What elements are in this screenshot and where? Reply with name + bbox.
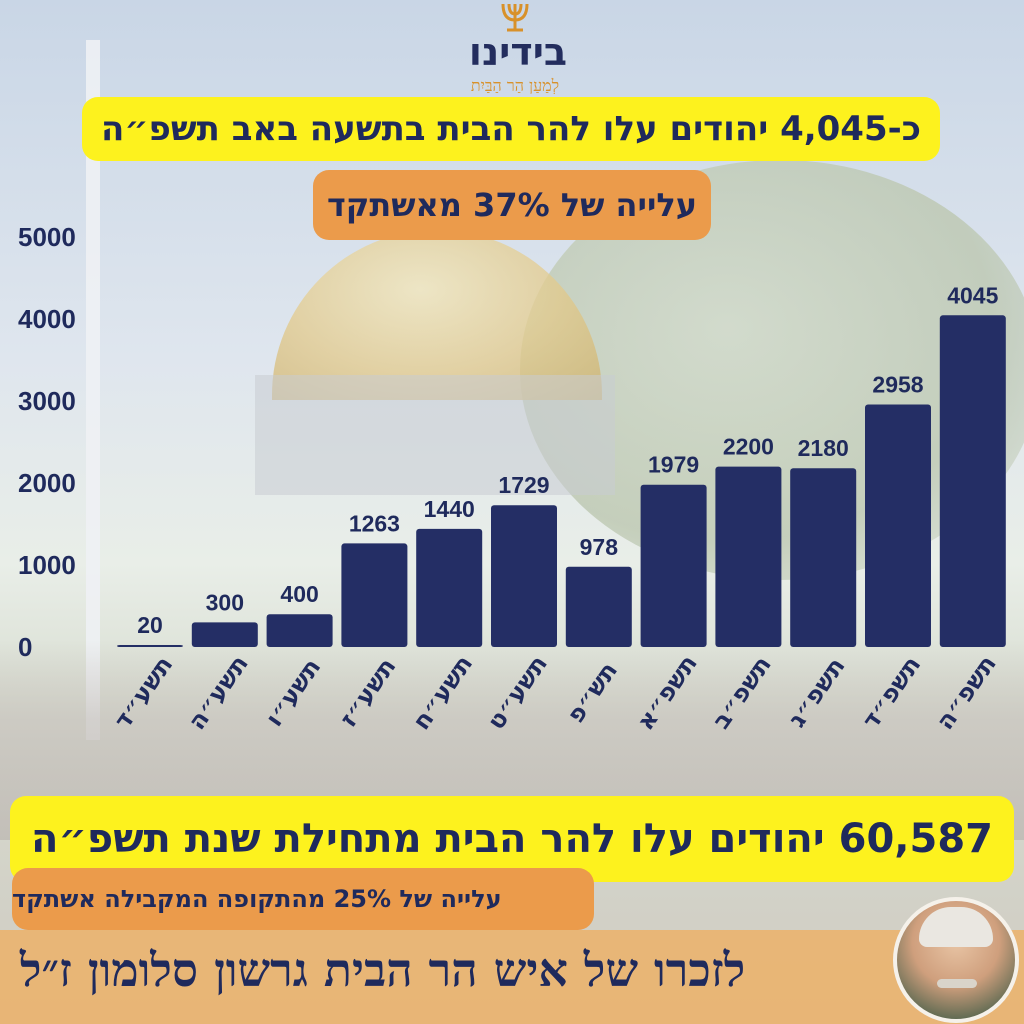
x-tick-label: תשפ״ג <box>783 652 851 732</box>
background-lamp-pole <box>86 40 100 740</box>
logo-tagline: לְמַעַן הַר הַבַּיִת <box>470 76 560 95</box>
x-tick-label: תשפ״ה <box>931 650 1002 735</box>
y-tick-label: 1000 <box>18 550 76 580</box>
logo: בידינו לְמַעַן הַר הַבַּיִת <box>430 0 600 100</box>
x-tick-label: תשע״ט <box>482 650 553 735</box>
bar <box>266 614 333 647</box>
bar-value-label: 2180 <box>798 435 849 461</box>
bar <box>790 468 857 647</box>
bar <box>117 645 183 647</box>
total-headline: 60,587 יהודים עלו להר הבית מתחילת שנת תש… <box>10 796 1014 882</box>
bar-value-label: 300 <box>206 589 244 615</box>
portrait-mustache <box>937 979 977 988</box>
bar-value-label: 2958 <box>872 371 923 397</box>
y-tick-label: 4000 <box>18 304 76 334</box>
menorah-icon <box>501 3 529 32</box>
bar-value-label: 1729 <box>498 472 549 498</box>
subheadline: עלייה של 37% מאשתקד <box>313 170 711 240</box>
x-tick-label: תשע״ח <box>407 650 478 735</box>
bar-value-label: 4045 <box>947 282 998 308</box>
x-tick-label: תשפ״א <box>631 650 703 736</box>
bar <box>416 528 483 647</box>
bar-value-label: 1979 <box>648 452 699 478</box>
bar <box>491 505 557 647</box>
portrait-photo <box>893 897 1019 1023</box>
x-tick-label: תשע״ד <box>109 651 179 734</box>
bar <box>865 404 931 647</box>
bottom-band <box>0 930 1024 1024</box>
bar <box>191 622 258 647</box>
bar <box>341 543 408 647</box>
memorial-text: לזכרו של איש הר הבית גרשון סלומון ז״ל <box>20 943 746 997</box>
y-tick-label: 0 <box>18 632 32 662</box>
x-tick-label: תשפ״ד <box>857 651 927 734</box>
x-tick-label: תשע״ה <box>183 650 254 735</box>
bar-value-label: 2200 <box>723 434 774 460</box>
bar-value-label: 20 <box>137 612 163 638</box>
background-building <box>255 375 615 495</box>
x-tick-label: תש״פ <box>561 657 623 728</box>
bar-chart: 0 1000 2000 3000 4000 5000 20 תשע״ד 300 תשע״ה 400 ת… <box>18 222 1006 736</box>
growth-note: עלייה של 25% מהתקופה המקבילה אשתקד <box>12 868 594 930</box>
x-tick-label: תשע״ז <box>334 653 401 732</box>
bar-value-label: 1263 <box>349 510 400 536</box>
bar-value-label: 1440 <box>424 496 475 522</box>
bar-value-label: 978 <box>580 534 619 560</box>
y-tick-label: 5000 <box>18 222 76 252</box>
bar-value-label: 400 <box>280 581 318 607</box>
bar <box>640 484 707 647</box>
bar <box>565 566 632 647</box>
x-tick-label: תשע״ו <box>260 653 326 731</box>
logo-name: בידינו <box>468 30 568 74</box>
headline: כ-4,045 יהודים עלו להר הבית בתשעה באב תש… <box>82 97 940 161</box>
bar <box>939 315 1006 647</box>
bar <box>715 466 782 647</box>
y-tick-label: 2000 <box>18 468 76 498</box>
x-tick-label: תשפ״ב <box>707 651 777 734</box>
portrait-hair <box>919 907 993 947</box>
y-tick-label: 3000 <box>18 386 76 416</box>
